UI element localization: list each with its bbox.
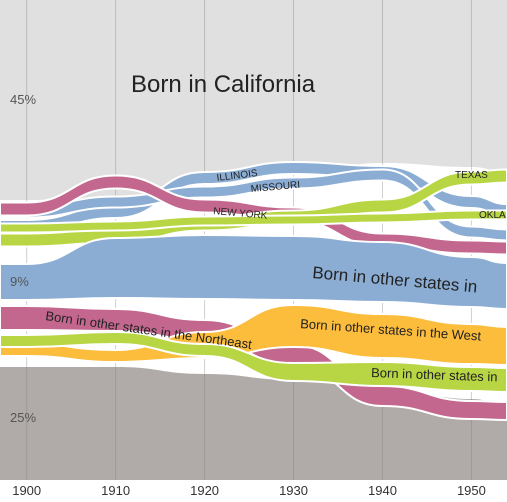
percent-label-2: 25%: [10, 410, 36, 425]
label-texas: TEXAS: [455, 170, 488, 181]
band-northeast: [0, 305, 507, 422]
label-born-in-california: Born in California: [131, 71, 316, 98]
x-tick-1930: 1930: [279, 483, 308, 498]
band-other-states-green: [0, 330, 507, 394]
x-tick-1900: 1900: [12, 483, 41, 498]
band-okla: [0, 209, 507, 234]
area-born-in-california: [0, 0, 507, 200]
label-illinois: ILLINOIS: [216, 168, 258, 184]
label-new-york: NEW YORK: [213, 206, 268, 222]
x-tick-1910: 1910: [101, 483, 130, 498]
label-okla: OKLA: [479, 210, 506, 221]
percent-label-1: 9%: [10, 274, 29, 289]
label-other-states-green: Born in other states in: [371, 365, 498, 384]
x-tick-1920: 1920: [190, 483, 219, 498]
label-missouri: MISSOURI: [250, 180, 300, 195]
percent-label-0: 45%: [10, 92, 36, 107]
band-other-states: [0, 233, 507, 311]
x-tick-1950: 1950: [457, 483, 486, 498]
x-tick-1940: 1940: [368, 483, 397, 498]
